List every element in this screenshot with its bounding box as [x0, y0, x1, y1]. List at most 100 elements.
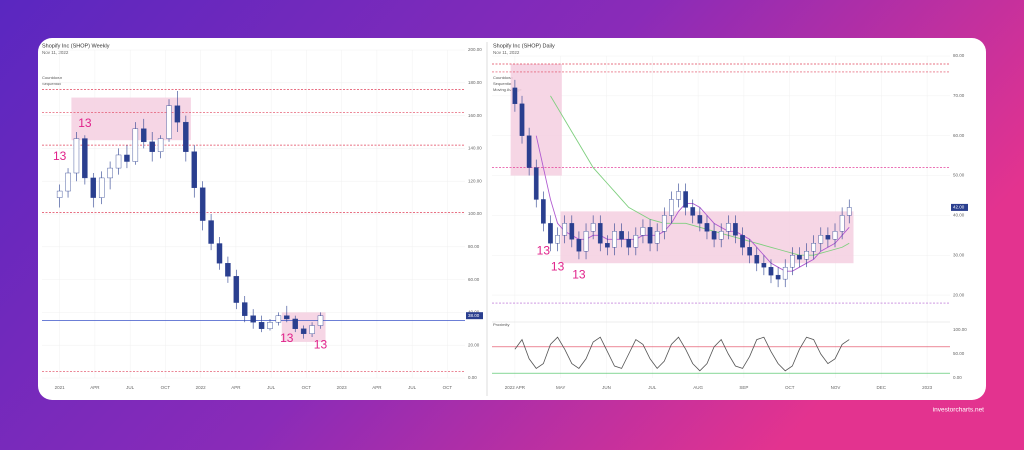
- candle-body: [797, 255, 802, 260]
- legend-item: Countdown: [42, 75, 62, 80]
- candle-body: [242, 302, 248, 316]
- candle-body: [208, 220, 214, 244]
- countdown-label: 13: [53, 149, 67, 163]
- candle-body: [733, 223, 738, 236]
- candle-body: [555, 235, 560, 244]
- legend-item: Sequential: [42, 81, 61, 86]
- y-tick-label: 80.00: [468, 244, 480, 249]
- candle-body: [275, 315, 282, 323]
- candle-body: [284, 315, 290, 320]
- candle-body: [832, 231, 838, 240]
- y-tick-label: 50.00: [953, 173, 965, 178]
- y-tick-label: 50.00: [953, 351, 965, 356]
- candle-body: [704, 223, 710, 232]
- candle-body: [789, 255, 795, 268]
- candle-body: [183, 121, 189, 152]
- x-tick-label: 2022: [196, 385, 207, 390]
- x-tick-label: JUN: [602, 385, 611, 390]
- candle-body: [174, 105, 181, 123]
- candle-body: [124, 154, 130, 162]
- candle-body: [576, 239, 582, 252]
- y-tick-label: 30.00: [953, 252, 965, 257]
- indicator-name: Proximity: [493, 322, 509, 327]
- candle-body: [292, 318, 298, 329]
- candle-body: [825, 235, 831, 240]
- last-price-label: 38.00: [468, 313, 480, 318]
- x-tick-label: OCT: [302, 385, 312, 390]
- candle-body: [225, 263, 231, 277]
- candle-body: [548, 223, 553, 244]
- candle-body: [98, 177, 105, 198]
- x-tick-label: JUL: [408, 385, 416, 390]
- x-tick-label: NOV: [831, 385, 841, 390]
- candle-body: [107, 167, 113, 179]
- x-tick-label: JUL: [267, 385, 275, 390]
- card: [38, 38, 986, 400]
- y-tick-label: 60.00: [953, 133, 965, 138]
- countdown-label: 13: [572, 267, 586, 281]
- candle-body: [526, 135, 532, 168]
- candle-body: [761, 263, 767, 268]
- candle-body: [633, 235, 639, 248]
- y-tick-label: 100.00: [953, 327, 967, 332]
- candle-body: [782, 266, 788, 280]
- candle-body: [90, 177, 97, 198]
- candle-body: [697, 215, 703, 224]
- candle-body: [718, 231, 724, 240]
- candle-body: [233, 276, 240, 303]
- candle-body: [541, 199, 546, 224]
- chart-title: Shopify Inc (SHOP) Weekly: [42, 43, 110, 49]
- legend-item: Moving Average: [493, 87, 522, 92]
- legend-item: Countdown: [493, 75, 513, 80]
- y-tick-label: 70.00: [953, 93, 965, 98]
- candle-body: [300, 328, 307, 334]
- candle-body: [747, 247, 752, 256]
- y-tick-label: 20.00: [468, 342, 480, 347]
- x-tick-label: APR: [372, 385, 382, 390]
- footer-brand: investorcharts.net: [933, 407, 984, 414]
- x-tick-label: AUG: [693, 385, 703, 390]
- x-tick-label: SEP: [739, 385, 748, 390]
- candle-body: [562, 223, 568, 236]
- candle-body: [519, 103, 525, 136]
- candle-body: [839, 215, 845, 232]
- candle-body: [846, 207, 852, 216]
- last-price-badge: [951, 203, 968, 211]
- countdown-label: 13: [537, 243, 551, 257]
- y-tick-label: 60.00: [468, 277, 480, 282]
- candle-body: [199, 187, 206, 221]
- candle-body: [216, 243, 223, 264]
- y-tick-label: 200.00: [468, 47, 482, 52]
- candle-body: [250, 315, 256, 323]
- candle-body: [65, 172, 71, 192]
- x-tick-label: 2023: [922, 385, 933, 390]
- candle-body: [267, 322, 273, 329]
- candle-body: [141, 128, 147, 143]
- indicator-line: [514, 336, 850, 372]
- candle-body: [533, 167, 539, 200]
- price-zone: [510, 63, 562, 176]
- last-price-label: 42.00: [953, 205, 965, 210]
- x-tick-label: APR: [231, 385, 241, 390]
- candle-body: [132, 128, 139, 162]
- candle-body: [191, 151, 197, 188]
- y-tick-label: 40.00: [468, 310, 480, 315]
- last-price-badge: [466, 312, 483, 320]
- x-tick-label: 2021: [55, 385, 66, 390]
- candle-body: [690, 207, 696, 216]
- candle-body: [661, 215, 667, 232]
- y-tick-label: 100.00: [468, 211, 482, 216]
- x-tick-label: MAY: [556, 385, 565, 390]
- x-tick-label: 2022 APR: [505, 385, 526, 390]
- candle-body: [619, 231, 624, 240]
- candle-body: [647, 227, 653, 244]
- y-tick-label: 160.00: [468, 113, 482, 118]
- y-tick-label: 20.00: [953, 292, 965, 297]
- candle-body: [605, 243, 610, 248]
- candle-body: [775, 274, 781, 280]
- candle-body: [512, 87, 518, 105]
- countdown-label: 13: [314, 337, 328, 351]
- candle-body: [317, 315, 324, 326]
- x-tick-label: 2023: [337, 385, 348, 390]
